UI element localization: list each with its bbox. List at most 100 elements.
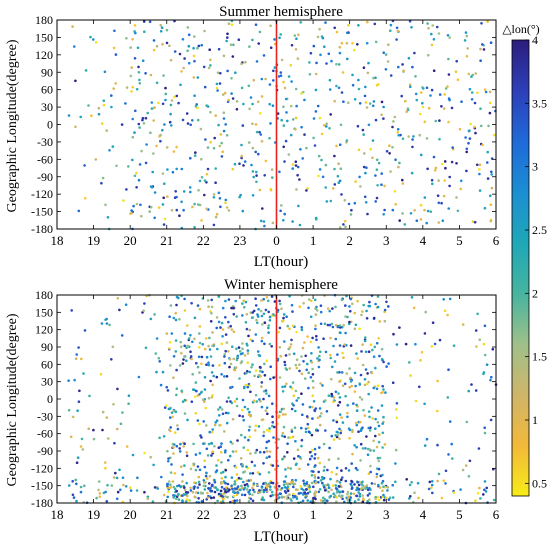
data-point <box>220 494 223 498</box>
data-point <box>129 489 133 492</box>
data-point <box>365 41 369 45</box>
data-point <box>318 488 322 491</box>
data-point <box>214 181 217 184</box>
data-point <box>443 309 447 313</box>
data-point <box>242 299 245 303</box>
y-tick-label: -60 <box>37 152 53 166</box>
data-point <box>269 488 272 491</box>
data-point <box>294 439 297 443</box>
data-point <box>179 442 182 446</box>
data-point <box>354 323 358 327</box>
data-point <box>222 129 226 133</box>
data-point <box>296 448 300 452</box>
data-point <box>191 372 194 376</box>
data-point <box>340 478 343 482</box>
data-point <box>387 305 390 308</box>
data-point <box>410 481 414 484</box>
data-point <box>431 182 434 186</box>
data-point <box>175 208 179 212</box>
data-point <box>159 30 163 33</box>
data-point <box>293 34 297 37</box>
data-point <box>94 41 98 44</box>
data-point <box>215 316 219 319</box>
data-point <box>269 187 273 191</box>
data-point <box>347 101 350 105</box>
data-point <box>309 340 313 344</box>
data-point <box>182 358 185 361</box>
data-point <box>377 459 381 463</box>
data-point <box>300 444 303 448</box>
data-point <box>346 415 349 419</box>
data-point <box>485 363 489 367</box>
data-point <box>303 133 306 136</box>
data-point <box>311 449 314 452</box>
data-point <box>210 312 213 315</box>
data-point <box>286 119 289 123</box>
data-point <box>356 357 360 360</box>
data-point <box>284 482 288 485</box>
data-point <box>365 106 369 109</box>
data-point <box>486 150 490 154</box>
data-point <box>194 151 197 154</box>
data-point <box>335 496 338 499</box>
data-point <box>118 468 121 472</box>
data-point <box>347 495 350 499</box>
data-point <box>465 147 469 151</box>
data-point <box>267 310 271 314</box>
data-point <box>336 433 340 437</box>
data-point <box>302 90 305 94</box>
data-point <box>478 172 481 176</box>
data-point <box>260 405 264 409</box>
data-point <box>338 413 342 416</box>
data-point <box>356 299 359 303</box>
data-point <box>169 426 172 429</box>
data-point <box>220 408 224 411</box>
data-point <box>451 457 454 460</box>
data-point <box>444 166 447 170</box>
data-point <box>153 106 156 110</box>
data-point <box>353 483 356 486</box>
data-point <box>470 98 474 101</box>
data-point <box>179 340 182 344</box>
data-point <box>248 370 251 374</box>
data-point <box>173 472 177 475</box>
data-point <box>261 418 265 421</box>
data-point <box>285 368 289 371</box>
data-point <box>320 158 323 162</box>
data-point <box>483 324 487 328</box>
data-point <box>351 41 354 45</box>
data-point <box>367 392 371 396</box>
data-point <box>370 406 373 409</box>
data-point <box>367 61 370 65</box>
data-point <box>419 218 423 221</box>
data-point <box>254 393 258 397</box>
data-point <box>432 155 436 159</box>
data-point <box>144 161 148 165</box>
data-point <box>312 44 316 48</box>
data-point <box>380 347 384 351</box>
data-point <box>313 453 317 456</box>
data-point <box>302 360 305 363</box>
data-point <box>372 76 375 80</box>
data-point <box>172 316 176 320</box>
data-point <box>285 486 289 490</box>
data-point <box>230 92 233 95</box>
data-point <box>155 370 158 374</box>
data-point <box>387 498 391 501</box>
data-point <box>314 480 318 484</box>
data-point <box>258 112 262 115</box>
data-point <box>173 196 177 199</box>
data-point <box>152 39 156 42</box>
data-point <box>235 478 239 482</box>
data-point <box>186 26 190 29</box>
data-point <box>295 358 299 362</box>
data-point <box>479 497 482 500</box>
data-point <box>481 143 484 147</box>
data-point <box>353 444 356 447</box>
data-point <box>289 436 292 440</box>
data-point <box>290 407 294 411</box>
colorbar-tick-label: 2.5 <box>532 223 547 237</box>
data-point <box>88 394 91 398</box>
data-point <box>287 75 291 78</box>
data-point <box>244 383 248 387</box>
